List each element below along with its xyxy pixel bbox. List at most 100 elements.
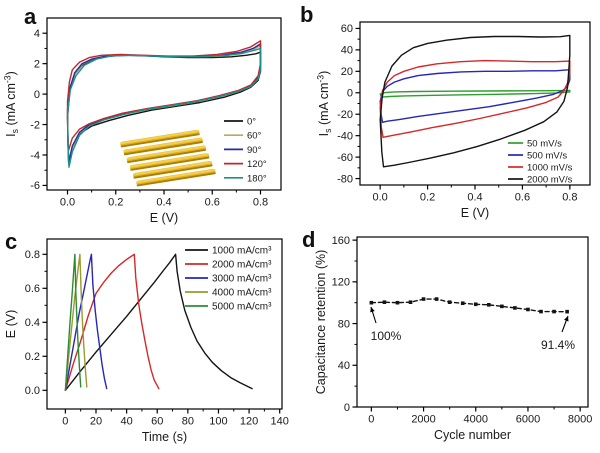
y-tick-label: -40 [337, 130, 353, 142]
data-point-marker [487, 302, 491, 307]
legend-entry-label: 3000 mA/cm³ [212, 274, 272, 285]
axes: 0 2000 4000 6000 8000 0 40 80 120 160 Cycle number… [314, 235, 592, 442]
data-point-marker [447, 300, 452, 304]
x-tick-label: 0.4 [467, 192, 482, 204]
data-point-marker [473, 302, 478, 307]
x-tick-label: 140 [271, 416, 289, 428]
x-axis-label: E (V) [150, 211, 178, 225]
y-tick-label: 0 [347, 88, 353, 100]
legend-entry-label: 180° [247, 173, 267, 184]
x-tick-label: 0.0 [373, 192, 388, 204]
series-2000 mA/cm³ [64, 253, 160, 391]
x-tick-label: 0.6 [205, 197, 220, 209]
series-50 mV/s [379, 89, 571, 98]
panel-label-d: d [302, 227, 316, 252]
legend: 0° 60° 90° 120° 180° [224, 117, 267, 184]
x-tick-label: 0.8 [562, 192, 577, 204]
legend-entry-label: 1000 mA/cm³ [212, 246, 272, 257]
data-point-marker [513, 306, 517, 310]
series-4000 mA/cm³ [64, 253, 88, 391]
x-axis-label: Time (s) [142, 430, 187, 444]
x-tick-label: 0 [368, 414, 374, 426]
annotation-arrowhead [564, 316, 569, 322]
series-500 mV/s [379, 68, 571, 124]
series-180° [66, 47, 262, 168]
y-tick-label: -80 [337, 173, 353, 185]
annotation-arrowhead [370, 307, 375, 313]
legend-entry-label: 120° [247, 159, 267, 170]
series-120° [66, 40, 262, 152]
legend-entry-label: 1000 mV/s [527, 163, 573, 174]
y-tick-label: 160 [332, 235, 350, 247]
x-tick-label: 100 [209, 416, 227, 428]
series-5000 mA/cm³ [64, 253, 82, 391]
annotation: 91.4% [541, 315, 575, 352]
x-tick-label: 0 [62, 416, 68, 428]
panel-b-plot: 0.0 0.2 0.4 0.6 0.8 -80 -60 -40 -20 0 20 40 60 E (V) I… [316, 21, 591, 220]
y-tick-label: 4 [34, 28, 40, 40]
y-tick-label: 40 [338, 360, 350, 372]
x-tick-label: 80 [182, 416, 194, 428]
data-point-marker [565, 309, 569, 314]
data-point-marker [434, 297, 439, 301]
legend-entry-label: 0° [247, 117, 256, 128]
annotation: 100% [370, 306, 402, 343]
plot-frame [356, 236, 589, 408]
annotation-text: 91.4% [541, 338, 575, 352]
legend-entry-label: 50 mV/s [527, 139, 562, 150]
legend-entry-label: 4000 mA/cm³ [212, 288, 272, 299]
panel-label-a: a [24, 4, 37, 29]
data-point-marker [526, 307, 530, 312]
x-tick-label: 120 [240, 416, 258, 428]
data-point-marker [552, 309, 556, 314]
legend: 1000 mA/cm³ 2000 mA/cm³ 3000 mA/cm³ 4000 mA… [185, 246, 272, 313]
y-tick-label: -20 [337, 109, 353, 121]
axes: 0.0 0.2 0.4 0.6 0.8 -6 -4 -2 0 2 4 E (V) Is (mA cm-3… [3, 28, 269, 225]
y-tick-label: 60 [341, 23, 353, 35]
x-tick-label: 2000 [411, 414, 435, 426]
x-tick-label: 40 [120, 416, 132, 428]
x-axis-label: Cycle number [434, 428, 511, 442]
y-tick-label: -60 [337, 152, 353, 164]
x-tick-label: 8000 [568, 414, 592, 426]
panel-label-c: c [5, 229, 18, 254]
y-tick-label: 0.6 [25, 283, 40, 295]
y-tick-label: 120 [332, 277, 350, 289]
x-tick-label: 60 [151, 416, 163, 428]
y-tick-label: 40 [341, 45, 353, 57]
series-1000 mA/cm³ [64, 253, 253, 391]
y-axis-label: Is (mA cm-3) [3, 71, 21, 137]
data-point-marker [539, 309, 543, 314]
y-tick-label: -2 [30, 119, 40, 131]
y-tick-label: -6 [30, 180, 40, 192]
data-point-marker [421, 297, 426, 301]
y-tick-label: 0 [34, 89, 40, 101]
data-point-marker [500, 304, 504, 309]
series-90° [66, 43, 262, 164]
device-inset-image [120, 129, 216, 187]
x-tick-label: 6000 [516, 414, 540, 426]
y-axis-label: E (V) [4, 310, 18, 338]
axes: 0.0 0.2 0.4 0.6 0.8 -80 -60 -40 -20 0 20 40 60 E (V) I… [316, 23, 578, 220]
y-tick-label: 0.8 [25, 249, 40, 261]
y-tick-label: 0.2 [25, 351, 40, 363]
series-3000 mA/cm³ [64, 253, 108, 391]
device-bars [120, 129, 216, 187]
legend-entry-label: 60° [247, 131, 262, 142]
x-tick-label: 0.6 [515, 192, 530, 204]
x-tick-label: 0.4 [156, 197, 171, 209]
y-tick-label: 20 [341, 66, 353, 78]
panel-a-plot: 0.0 0.2 0.4 0.6 0.8 -6 -4 -2 0 2 4 E (V) Is (mA cm-3… [3, 17, 282, 225]
y-axis-label: Is (mA cm-3) [316, 71, 334, 137]
y-tick-label: 0.0 [25, 385, 40, 397]
x-tick-label: 0.2 [108, 197, 123, 209]
legend-entry-label: 90° [247, 145, 262, 156]
y-tick-label: 2 [34, 58, 40, 70]
x-axis-label: E (V) [461, 206, 489, 220]
series-retention [369, 297, 569, 314]
panel-label-b: b [300, 2, 314, 27]
x-tick-label: 4000 [464, 414, 488, 426]
